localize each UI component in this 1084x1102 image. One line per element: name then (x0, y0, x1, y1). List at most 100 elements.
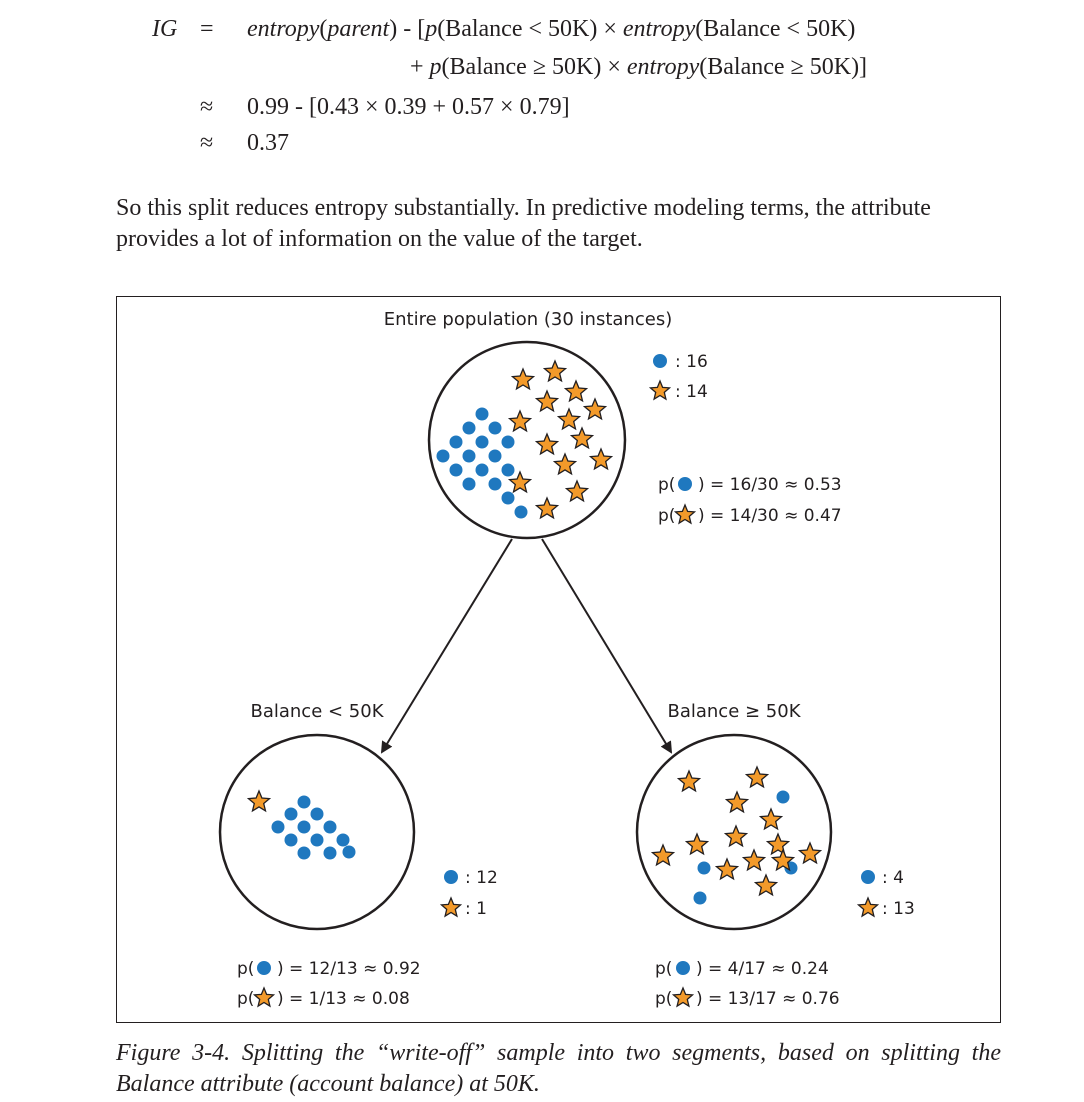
star-marker (714, 857, 740, 881)
dot-marker (436, 449, 450, 463)
eq-equals: = (200, 16, 214, 42)
star-marker (724, 790, 750, 814)
star-marker (753, 873, 779, 897)
eq-line-4: 0.37 (247, 130, 289, 156)
eq-term: ( (319, 16, 328, 42)
eq-term: (Balance ≥ 50K)] (699, 54, 868, 80)
eq-term: p (425, 16, 438, 42)
dot-icon (444, 870, 458, 884)
eq-approx-2: ≈ (200, 130, 214, 156)
dot-marker (514, 505, 528, 519)
eq-term: entropy (622, 16, 696, 42)
eq-line-3: 0.99 - [0.43 × 0.39 + 0.57 × 0.79] (247, 94, 570, 120)
dot-marker (501, 491, 515, 505)
star-marker (534, 389, 560, 413)
figure-caption: Figure 3-4. Splitting the “write-off” sa… (116, 1040, 1001, 1097)
top-prob-star: ) = 14/30 ≈ 0.47 (698, 506, 842, 526)
star-marker (507, 409, 533, 433)
star-marker (676, 769, 702, 793)
star-icon (252, 986, 276, 1008)
left-node-points (246, 789, 356, 860)
top-count-dot: : 16 (675, 352, 708, 372)
star-marker (673, 503, 697, 525)
top-prob-dot: ) = 16/30 ≈ 0.53 (698, 475, 842, 495)
star-marker (439, 896, 463, 918)
right-count-dot: : 4 (882, 868, 904, 888)
eq-term: ) - [ (389, 16, 426, 42)
star-marker (582, 397, 608, 421)
dot-marker (475, 463, 489, 477)
dot-marker (488, 421, 502, 435)
star-marker (797, 841, 823, 865)
star-marker (510, 367, 536, 391)
star-marker (758, 807, 784, 831)
star-marker (534, 496, 560, 520)
star-icon (439, 896, 463, 918)
dot-marker (297, 795, 311, 809)
star-marker (246, 789, 272, 813)
dot-marker (697, 861, 711, 875)
star-marker (534, 432, 560, 456)
dot-icon (678, 477, 692, 491)
right-prob-dot: ) = 4/17 ≈ 0.24 (696, 959, 829, 979)
star-marker (542, 359, 568, 383)
p-open: p( (655, 959, 672, 979)
star-icon (673, 503, 697, 525)
dot-marker (323, 846, 337, 860)
dot-marker (310, 833, 324, 847)
star-icon (648, 379, 672, 401)
star-marker (569, 426, 595, 450)
dot-marker (336, 833, 350, 847)
eq-term: + (410, 54, 430, 80)
star-marker (741, 848, 767, 872)
dot-marker (449, 463, 463, 477)
dot-marker (501, 435, 515, 449)
star-marker (563, 379, 589, 403)
star-marker (588, 447, 614, 471)
star-marker (684, 832, 710, 856)
body-paragraph: So this split reduces entropy substantia… (116, 195, 931, 252)
p-open: p( (658, 506, 675, 526)
dot-icon (653, 354, 667, 368)
dot-marker (297, 846, 311, 860)
dot-icon (257, 961, 271, 975)
star-marker (552, 452, 578, 476)
top-node-points (436, 359, 614, 520)
dot-marker (284, 807, 298, 821)
dot-icon (861, 870, 875, 884)
eq-term: parent (327, 16, 390, 42)
p-open: p( (237, 989, 254, 1009)
dot-marker (475, 435, 489, 449)
eq-lhs: IG (152, 16, 178, 42)
star-marker (507, 470, 533, 494)
eq-term: (Balance < 50K) (695, 16, 856, 42)
left-count-star: : 1 (465, 899, 487, 919)
star-marker (723, 824, 749, 848)
dot-marker (462, 477, 476, 491)
dot-marker (310, 807, 324, 821)
star-marker (770, 848, 796, 872)
dot-marker (449, 435, 463, 449)
right-node-title: Balance ≥ 50K (667, 701, 801, 722)
eq-term: (Balance ≥ 50K) × (441, 54, 627, 80)
eq-term: entropy (247, 16, 320, 42)
left-prob-dot: ) = 12/13 ≈ 0.92 (277, 959, 421, 979)
eq-line-1: entropy(parent) - [p(Balance < 50K) × en… (247, 16, 855, 43)
eq-term: entropy (626, 54, 700, 80)
split-diagram: Entire population (30 instances) Balance… (218, 309, 915, 1009)
figure-frame: Entire population (30 instances) Balance… (116, 296, 1001, 1023)
p-open: p( (658, 475, 675, 495)
right-branch-arrow (541, 538, 673, 754)
star-icon (856, 896, 880, 918)
right-prob-star: ) = 13/17 ≈ 0.76 (696, 989, 840, 1009)
dot-icon (676, 961, 690, 975)
star-marker (650, 843, 676, 867)
star-icon (671, 986, 695, 1008)
eq-approx-1: ≈ (200, 94, 214, 120)
top-count-star: : 14 (675, 382, 708, 402)
eq-term: (Balance < 50K) × (437, 16, 623, 42)
p-open: p( (655, 989, 672, 1009)
star-marker (556, 407, 582, 431)
dot-marker (488, 449, 502, 463)
star-marker (564, 479, 590, 503)
